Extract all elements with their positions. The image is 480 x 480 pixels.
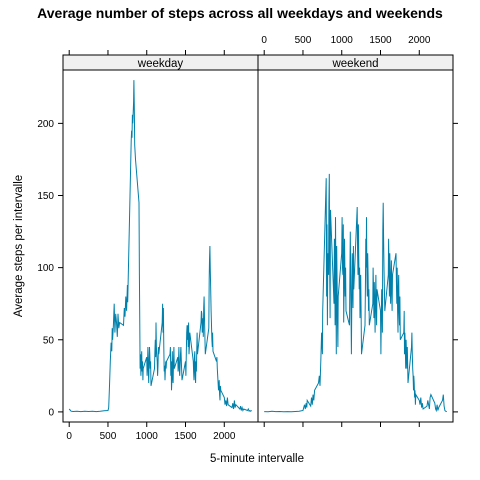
y-tick-label: 150 [37,191,54,202]
x-axis-top: 0 500 1000 1500 2000 [69,35,431,55]
y-axis-label: Average steps per intervalle [13,175,25,317]
y-tick-label: 100 [37,263,54,274]
series-line-weekend [264,174,447,412]
y-axis-left: 0 50 100 150 200 [37,119,63,419]
series-line-weekday [69,80,252,412]
panel-weekday: weekday [63,55,258,422]
strip-label-weekend: weekend [331,58,378,70]
panel-weekend: weekend [258,55,453,422]
y-tick-label: 200 [37,119,54,130]
x-tick-label-top: 2000 [408,35,431,46]
strip-label-weekday: weekday [137,58,184,70]
x-tick-label: 1000 [136,431,159,442]
y-axis-right [453,123,458,412]
x-tick-label: 2000 [213,431,236,442]
chart-title: Average number of steps across all weekd… [37,5,443,21]
x-axis-bottom: 0 500 1000 1500 2000 [66,422,419,442]
x-tick-label-top: 1500 [369,35,392,46]
y-tick-label: 0 [48,407,54,418]
series-weekend [264,174,447,412]
panel-frame-weekday [63,70,258,422]
x-tick-label-top: 0 [261,35,267,46]
x-axis-label: 5-minute intervalle [210,453,304,465]
y-tick-label: 50 [43,335,55,346]
x-tick-label-top: 500 [295,35,312,46]
x-tick-label: 500 [100,431,117,442]
series-weekday [69,80,252,412]
x-tick-label-top: 1000 [331,35,354,46]
x-tick-label: 0 [66,431,72,442]
x-tick-label: 1500 [174,431,197,442]
